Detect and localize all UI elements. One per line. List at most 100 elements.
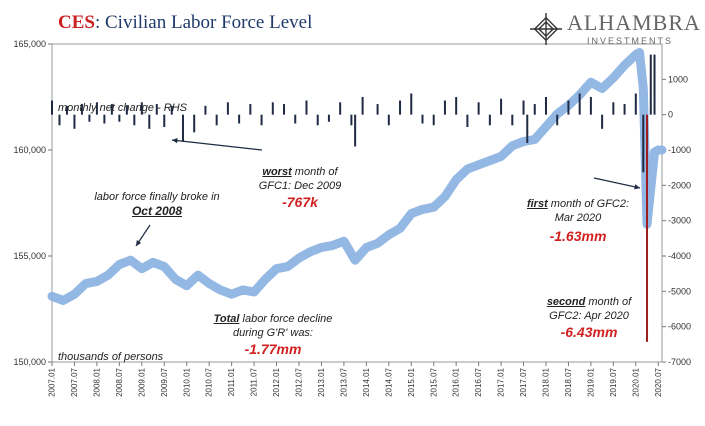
net-change-bar: [305, 100, 308, 115]
net-change-bar: [466, 114, 469, 128]
net-change-bar: [133, 114, 136, 126]
y-left-tick-label: 150,000: [13, 357, 46, 367]
net-change-bar: [500, 98, 503, 115]
annotation-first-value: -1.63mm: [549, 228, 607, 244]
x-tick-label: 2011.07: [250, 367, 259, 396]
net-change-bar: [443, 100, 446, 115]
net-change-bar: [646, 114, 649, 342]
net-change-bar: [88, 114, 91, 122]
y-right-tick-label: -3000: [668, 216, 691, 226]
labor-force-level-line: [47, 48, 667, 305]
y-right-tick-label: -2000: [668, 180, 691, 190]
x-tick-label: 2009.07: [160, 367, 169, 396]
annotation-second-line1: month of: [585, 296, 632, 308]
net-change-bar: [283, 104, 286, 115]
annotation-second-word: second: [546, 296, 586, 308]
net-change-bar: [488, 114, 491, 126]
net-change-bar: [103, 114, 106, 124]
net-change-bar: [316, 114, 319, 126]
net-change-bar: [51, 100, 53, 115]
annotation-first-word: first: [526, 198, 548, 210]
net-change-bar: [215, 114, 218, 126]
annotation-total-value: -1.77mm: [244, 341, 302, 357]
net-change-bar: [612, 102, 615, 115]
annotation-gfc1-worst: worst: [262, 166, 292, 178]
arrow-gfc1-head: [172, 138, 178, 144]
net-change-bar: [294, 114, 297, 124]
net-change-bar: [522, 100, 525, 115]
net-change-bar: [170, 105, 173, 115]
net-change-bar: [181, 114, 184, 142]
net-change-bar: [578, 93, 581, 115]
x-tick-label: 2008.01: [92, 367, 101, 396]
x-tick-label: 2007.07: [70, 367, 79, 396]
net-change-bar: [387, 114, 390, 126]
net-change-bar: [623, 104, 626, 115]
y-left-tick-label: 165,000: [13, 39, 46, 49]
net-change-bar: [350, 114, 353, 126]
x-tick-label: 2019.07: [609, 367, 618, 396]
x-tick-label: 2016.07: [474, 367, 483, 396]
annotation-first-line2: Mar 2020: [554, 212, 602, 224]
net-change-bar: [533, 104, 536, 115]
annotation-gfc1-line2: GFC1: Dec 2009: [258, 180, 342, 192]
x-tick-label: 2020.01: [631, 367, 640, 396]
net-change-bar: [118, 114, 121, 122]
net-change-bar: [238, 114, 241, 124]
plot-frame: [51, 43, 663, 363]
net-change-bar: [361, 97, 364, 115]
net-change-bar: [421, 114, 424, 124]
y-left-tick-label: 155,000: [13, 251, 46, 261]
annotation-total-word: Total: [213, 313, 240, 325]
net-change-bar: [410, 93, 413, 115]
x-tick-label: 2015.07: [429, 367, 438, 396]
net-change-bar: [260, 114, 263, 126]
rhs-label: monthly net change - RHS: [58, 102, 188, 114]
net-change-bar: [73, 114, 76, 129]
annotation-total-line1: labor force decline: [239, 313, 333, 325]
net-change-bar: [193, 114, 196, 133]
x-tick-label: 2017.01: [497, 367, 506, 396]
net-change-bar: [95, 102, 98, 115]
x-tick-label: 2010.01: [182, 367, 191, 396]
y-right-tick-label: -4000: [668, 251, 691, 261]
net-change-bar: [589, 97, 592, 115]
arrow-gfc1: [171, 139, 263, 151]
x-tick-label: 2009.01: [137, 367, 146, 396]
x-tick-label: 2007.01: [48, 367, 57, 396]
annotation-oct2008: labor force finally broke in Oct 2008: [92, 190, 222, 218]
x-tick-label: 2011.01: [227, 367, 236, 396]
x-tick-label: 2015.01: [407, 367, 416, 396]
net-change-bar: [526, 114, 529, 143]
title-rest: : Civilian Labor Force Level: [94, 12, 313, 33]
net-change-bar: [80, 104, 83, 115]
y-right-tick-label: -1000: [668, 145, 691, 155]
net-change-bar: [148, 114, 151, 129]
annotation-total-line2: during G'R' was:: [232, 327, 313, 339]
x-tick-label: 2020.07: [654, 367, 663, 396]
x-tick-label: 2018.07: [564, 367, 573, 396]
x-tick-label: 2014.07: [384, 367, 393, 396]
net-change-bar: [544, 97, 547, 115]
annotation-gfc1-line1: month of: [291, 166, 338, 178]
arrow-oct2008-head: [136, 240, 142, 246]
annotation-oct2008-line1: labor force finally broke in: [94, 191, 220, 203]
net-change-bar: [327, 114, 330, 122]
arrow-gfc2: [593, 177, 641, 189]
y-right-tick-label: 1000: [668, 74, 688, 84]
net-change-bar: [204, 105, 207, 115]
net-change-bar: [653, 54, 656, 115]
net-change-bar: [110, 104, 113, 115]
annotation-second-value: -6.43mm: [560, 324, 618, 340]
net-change-bar: [65, 105, 68, 115]
net-change-bar: [140, 102, 143, 115]
net-change-bar: [163, 114, 166, 128]
annotation-oct2008-line2: Oct 2008: [131, 204, 183, 218]
net-change-bar: [155, 104, 158, 115]
net-change-bar: [125, 105, 128, 115]
y-right-tick-label: 0: [668, 110, 673, 120]
annotation-first-line1: month of GFC2:: [547, 198, 630, 210]
annotation-first: first month of GFC2: Mar 2020 -1.63mm: [518, 197, 638, 243]
title-code: CES: [58, 12, 95, 33]
logo-sub: INVESTMENTS: [587, 36, 674, 46]
